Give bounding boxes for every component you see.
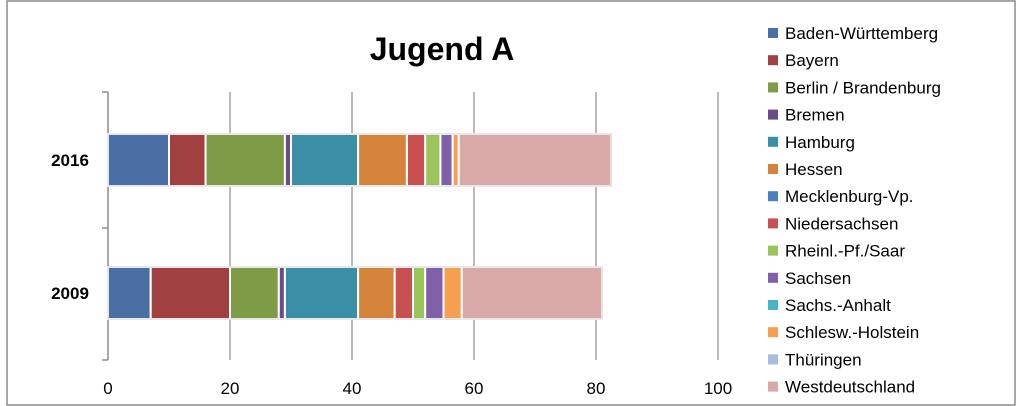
legend-swatch (768, 327, 778, 338)
legend-item: Mecklenburg-Vp. (768, 187, 914, 206)
bar-segment (168, 133, 207, 187)
legend-swatch (768, 164, 778, 174)
legend-swatch (768, 109, 778, 120)
legend-label: Baden-Württemberg (785, 24, 938, 43)
category-label: 2016 (51, 151, 89, 170)
legend-label: Westdeutschland (785, 378, 915, 397)
legend-item: Rheinl.-Pf./Saar (768, 242, 905, 261)
legend-swatch (768, 218, 778, 229)
bar-segment (107, 133, 170, 187)
legend-item: Westdeutschland (768, 378, 915, 397)
legend-item: Sachs.-Anhalt (768, 296, 891, 315)
category-label: 2009 (51, 284, 89, 303)
legend-label: Schlesw.-Holstein (785, 323, 919, 342)
x-tick-label: 100 (704, 379, 732, 398)
legend-label: Hessen (785, 160, 843, 179)
bar-segment (412, 266, 427, 320)
legend-item: Berlin / Brandenburg (768, 78, 941, 97)
x-tick-label: 20 (221, 379, 240, 398)
legend-swatch (768, 300, 778, 310)
bar-segment (149, 266, 231, 320)
bar-segment (107, 266, 152, 320)
x-tick-label: 40 (343, 379, 362, 398)
bar-segment (405, 133, 427, 187)
category-labels: 2016 2009 (51, 151, 89, 303)
x-tick-labels: 0 20 40 60 80 100 (103, 379, 732, 398)
chart-frame (6, 0, 1016, 406)
legend-label: Bremen (785, 106, 845, 125)
legend-swatch (768, 381, 778, 392)
legend-swatch (768, 28, 778, 38)
legend-label: Hamburg (785, 133, 855, 152)
x-tick-label: 0 (103, 379, 112, 398)
legend-item: Bayern (768, 51, 839, 70)
legend-swatch (768, 136, 778, 147)
bar-segment (357, 266, 396, 320)
x-tick-label: 80 (587, 379, 606, 398)
legend-item: Hamburg (768, 133, 855, 152)
legend-item: Hessen (768, 160, 843, 179)
legend-swatch (768, 245, 778, 256)
bar-segment (460, 266, 604, 320)
legend-label: Rheinl.-Pf./Saar (785, 242, 905, 261)
bar-segment (424, 133, 442, 187)
legend-item: Bremen (768, 106, 845, 125)
legend-label: Sachs.-Anhalt (785, 296, 891, 315)
legend-swatch (768, 272, 778, 283)
bar-outline (107, 266, 603, 320)
bar-group-2009 (107, 266, 604, 320)
bar-group-2016 (107, 133, 613, 187)
legend-label: Niedersachsen (785, 214, 898, 233)
legend-swatch (768, 354, 778, 365)
bar-segment (290, 133, 360, 187)
legend-item: Schlesw.-Holstein (768, 323, 919, 342)
legend-item: Baden-Württemberg (768, 24, 938, 43)
legend-label: Berlin / Brandenburg (785, 78, 941, 97)
bar-segment (457, 133, 613, 187)
legend-label: Mecklenburg-Vp. (785, 187, 914, 206)
bar-segment (204, 133, 286, 187)
legend-item: Thüringen (768, 350, 862, 369)
bar-segment (229, 266, 280, 320)
legend-swatch (768, 191, 778, 202)
x-tick-label: 60 (465, 379, 484, 398)
bar-segment (357, 133, 408, 187)
legend-label: Sachsen (785, 269, 851, 288)
bars (107, 133, 613, 320)
bar-segment (439, 133, 454, 187)
bar-segment (424, 266, 445, 320)
bar-segment (393, 266, 415, 320)
legend-swatch (768, 82, 778, 93)
bar-segment (283, 266, 360, 320)
legend-swatch (768, 55, 778, 66)
legend-item: Niedersachsen (768, 214, 898, 233)
legend-label: Bayern (785, 51, 839, 70)
legend: Baden-Württemberg Bayern Berlin / Brandenb… (768, 24, 941, 397)
bar-segment (442, 266, 463, 320)
legend-label: Thüringen (785, 350, 862, 369)
legend-item: Sachsen (768, 269, 851, 288)
chart-title: Jugend A (370, 31, 515, 67)
bar-outline (107, 133, 612, 187)
